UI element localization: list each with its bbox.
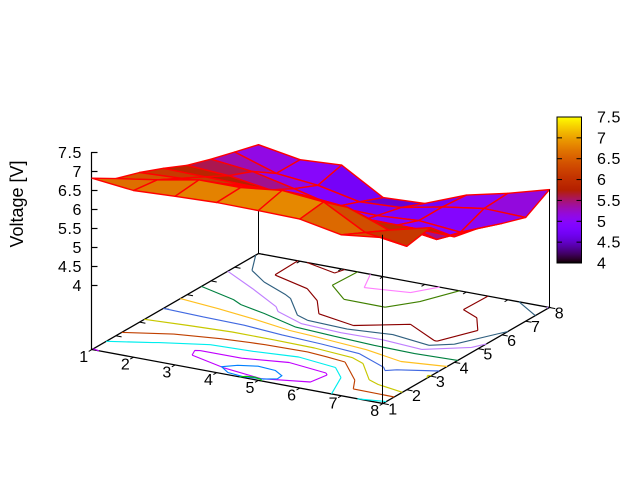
svg-text:2: 2 — [121, 357, 131, 374]
svg-text:5.5: 5.5 — [597, 193, 621, 210]
svg-text:6: 6 — [507, 333, 517, 350]
svg-text:3: 3 — [162, 364, 172, 381]
svg-text:3: 3 — [436, 374, 446, 391]
svg-text:6: 6 — [73, 202, 83, 219]
svg-text:8: 8 — [555, 306, 565, 323]
svg-text:5: 5 — [597, 214, 607, 231]
svg-text:1: 1 — [79, 349, 89, 366]
svg-text:7.5: 7.5 — [58, 145, 82, 162]
svg-text:4.5: 4.5 — [597, 235, 621, 252]
svg-text:6: 6 — [287, 388, 297, 405]
svg-text:6.5: 6.5 — [58, 183, 82, 200]
svg-text:5: 5 — [246, 380, 256, 397]
svg-text:6.5: 6.5 — [597, 151, 621, 168]
svg-text:5: 5 — [73, 240, 83, 257]
svg-text:6: 6 — [597, 172, 607, 189]
svg-text:1: 1 — [388, 402, 398, 419]
svg-text:2: 2 — [412, 388, 422, 405]
svg-text:7: 7 — [531, 319, 541, 336]
svg-text:Voltage [V]: Voltage [V] — [7, 160, 27, 247]
svg-text:4.5: 4.5 — [58, 259, 82, 276]
svg-text:4: 4 — [73, 278, 83, 295]
svg-text:4: 4 — [460, 360, 470, 377]
svg-text:5.5: 5.5 — [58, 221, 82, 238]
svg-text:7: 7 — [73, 164, 83, 181]
svg-text:4: 4 — [204, 372, 214, 389]
svg-text:4: 4 — [597, 256, 607, 273]
svg-text:5: 5 — [483, 347, 493, 364]
svg-text:8: 8 — [370, 403, 380, 420]
svg-text:7: 7 — [329, 395, 339, 412]
svg-text:7: 7 — [597, 130, 607, 147]
svg-text:7.5: 7.5 — [597, 110, 621, 127]
